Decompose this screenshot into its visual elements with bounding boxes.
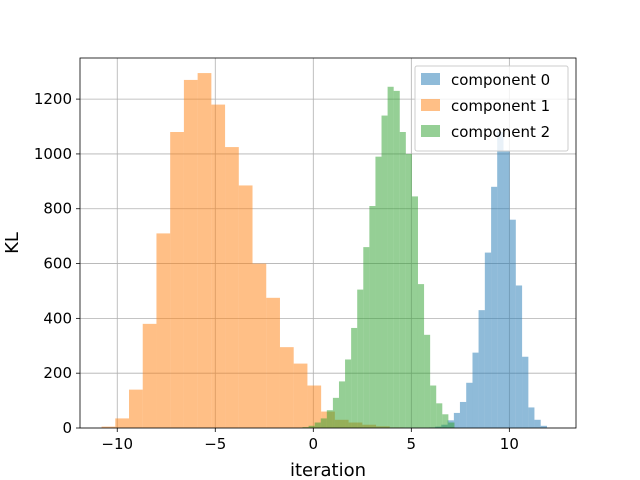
histogram-bar-component-0	[528, 407, 535, 428]
histogram-bar-component-2	[338, 381, 346, 428]
histogram-bar-component-0	[503, 151, 510, 428]
x-axis-ticks: −10 −5 0 5 10	[101, 428, 519, 453]
histogram-bar-component-0	[478, 310, 485, 428]
y-axis-label: KL	[2, 232, 23, 254]
legend-label-component-0: component 0	[451, 71, 550, 89]
histogram-bar-component-1	[197, 73, 212, 429]
histogram-bar-component-2	[302, 427, 309, 428]
histogram-bar-component-1	[101, 426, 116, 428]
histogram-bar-component-1	[183, 79, 198, 428]
y-tick-label: 400	[43, 309, 72, 327]
histogram-bar-component-2	[424, 334, 431, 428]
histogram-bar-component-2	[363, 247, 370, 428]
histogram-bar-component-2	[381, 115, 388, 429]
histogram-bar-component-2	[405, 153, 412, 429]
histogram-bar-component-2	[387, 86, 394, 429]
histogram-bar-component-2	[375, 156, 382, 428]
legend-swatch-component-1	[421, 99, 440, 111]
histogram-bar-component-1	[156, 233, 171, 428]
x-tick-label: 10	[500, 435, 519, 453]
histogram-bar-component-0	[522, 356, 529, 428]
histogram-bar-component-0	[515, 285, 523, 428]
y-tick-label: 0	[62, 419, 72, 437]
histogram-bar-component-0	[540, 425, 547, 428]
legend-swatch-component-2	[421, 125, 440, 137]
histogram-bar-component-1	[238, 185, 253, 428]
histogram-bar-component-1	[129, 389, 143, 428]
histogram-bar-component-2	[326, 410, 333, 428]
x-axis-label: iteration	[290, 460, 366, 480]
histogram-bar-component-2	[399, 132, 406, 428]
histogram-bar-component-2	[393, 90, 400, 428]
histogram-bar-component-1	[225, 147, 239, 428]
x-tick-label: −5	[204, 435, 226, 453]
legend: component 0 component 1 component 2	[414, 65, 569, 152]
y-axis-ticks: 0 200 400 600 800 1000 1200	[34, 90, 80, 437]
histogram-bar-component-0	[466, 382, 473, 428]
histogram-bar-component-2	[369, 206, 376, 428]
histogram-bar-component-0	[472, 352, 479, 428]
histogram-bar-component-1	[142, 323, 157, 428]
histogram-bar-component-1	[279, 347, 294, 428]
histogram-bar-component-1	[115, 418, 130, 428]
histogram-bar-component-0	[484, 252, 492, 428]
histogram-bar-component-1	[252, 263, 267, 428]
histogram-bar-component-2	[436, 403, 443, 428]
histogram-bar-component-1	[266, 297, 280, 428]
histogram-bar-component-0	[497, 132, 504, 428]
histogram-bar-component-2	[417, 284, 425, 428]
histogram-bars	[101, 73, 547, 429]
y-tick-label: 600	[43, 255, 72, 273]
histogram-bar-component-0	[509, 219, 516, 428]
histogram-bar-component-0	[491, 186, 498, 428]
histogram-bar-component-2	[448, 422, 455, 428]
histogram-bar-component-2	[430, 385, 437, 428]
histogram-bar-component-1	[170, 132, 184, 428]
legend-label-component-2: component 2	[451, 123, 550, 141]
x-tick-label: −10	[101, 435, 133, 453]
histogram-bar-component-2	[332, 397, 339, 428]
histogram-bar-component-2	[314, 422, 321, 428]
histogram-bar-component-0	[459, 401, 467, 428]
histogram-bar-component-2	[308, 425, 315, 428]
legend-label-component-1: component 1	[451, 97, 550, 115]
histogram-bar-component-2	[320, 418, 327, 428]
legend-swatch-component-0	[421, 73, 440, 85]
histogram-bar-component-1	[307, 385, 322, 428]
histogram-bar-component-0	[534, 419, 541, 428]
histogram-bar-component-2	[357, 289, 364, 428]
histogram-bar-component-2	[442, 414, 449, 428]
y-tick-label: 200	[43, 364, 72, 382]
y-tick-label: 800	[43, 200, 72, 218]
plot-frame	[79, 57, 577, 429]
histogram-bar-component-2	[351, 327, 358, 428]
x-tick-label: 0	[309, 435, 319, 453]
y-tick-label: 1000	[34, 145, 72, 163]
histogram-bar-component-1	[293, 363, 308, 428]
histogram-bar-component-1	[211, 104, 226, 428]
legend-box	[414, 65, 569, 152]
x-tick-label: 5	[407, 435, 417, 453]
y-tick-label: 1200	[34, 90, 72, 108]
histogram-bar-component-2	[411, 196, 418, 428]
histogram-bar-component-0	[453, 412, 460, 428]
histogram-bar-component-2	[345, 359, 352, 428]
